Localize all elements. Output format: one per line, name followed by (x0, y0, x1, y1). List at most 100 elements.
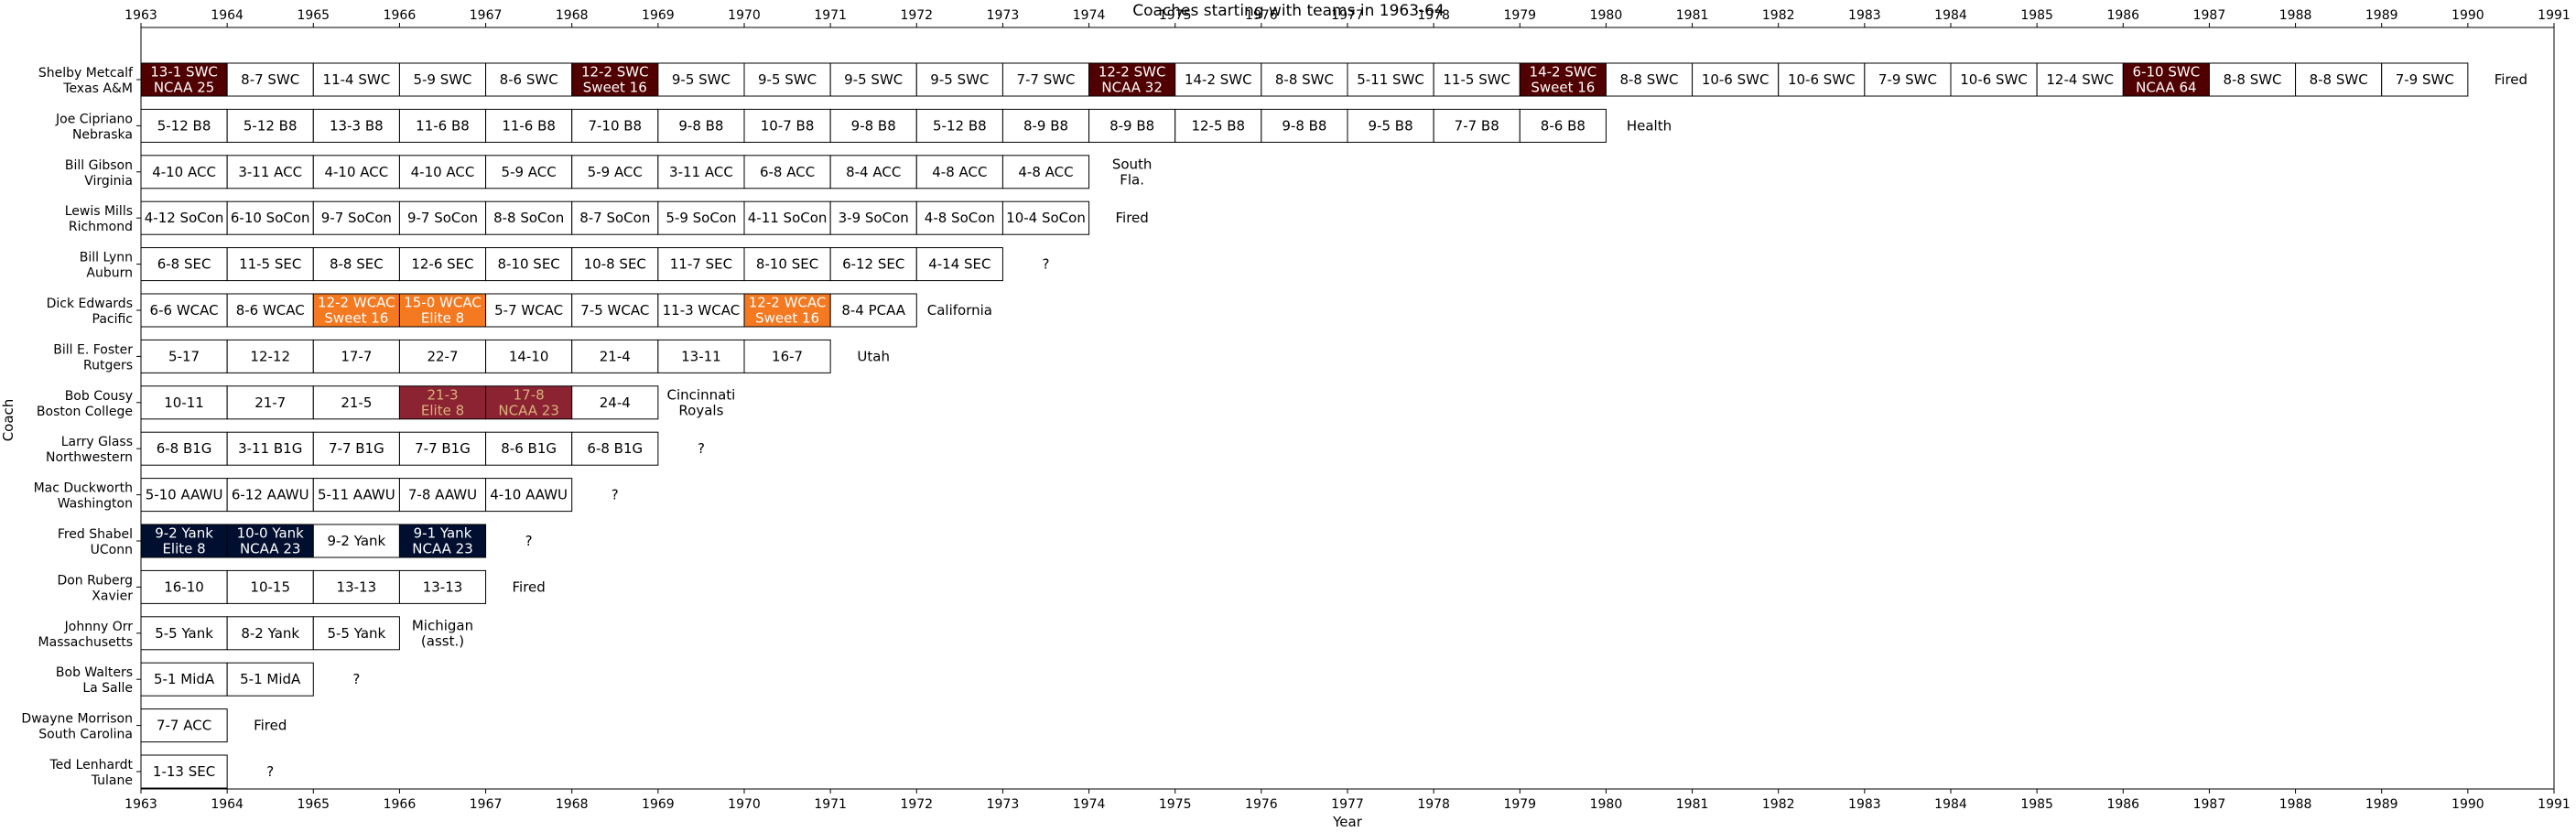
season-box (226, 108, 314, 143)
season-box (398, 524, 487, 558)
team-name: Auburn (86, 266, 133, 281)
outcome-note: Michigan (asst.) (412, 617, 473, 649)
season-box (485, 293, 573, 328)
outcome-note: ? (1043, 256, 1050, 273)
season-record: 7-7 SWC (1016, 71, 1075, 88)
x-tick-label-top: 1979 (1503, 8, 1536, 23)
season-box (829, 247, 917, 282)
season-record: 11-3 WCAC (663, 302, 741, 319)
plot-area: 1963 1963 1964 1964 1965 1965 1966 1966 1967 1967… (21, 8, 2570, 812)
coach-row: Don Ruberg Xavier 16-10 10-15 13-13 13-13 Fire… (57, 569, 546, 604)
x-tick-label-bottom: 1963 (124, 797, 157, 812)
season-record: 9-8 B8 (1282, 117, 1326, 134)
x-tick-label-top: 1975 (1159, 8, 1192, 23)
season-record: 8-8 SWC (2223, 71, 2281, 88)
coach-label: Shelby Metcalf Texas A&M (38, 66, 134, 96)
season-box (485, 385, 573, 420)
coach-name: Bill E. Foster (53, 342, 133, 357)
season-box (1174, 62, 1262, 97)
x-tick-label-bottom: 1986 (2106, 797, 2139, 812)
x-tick-label-top: 1965 (297, 8, 330, 23)
coach-row: Bill Lynn Auburn 6-8 SEC 11-5 SEC 8-8 SEC 12-… (80, 247, 1050, 282)
season-box (140, 247, 228, 282)
season-box (915, 108, 1003, 143)
season-box (226, 293, 314, 328)
season-box (571, 431, 659, 466)
season-box (829, 293, 917, 328)
season-box (398, 293, 487, 328)
season-record: 12-6 SEC (411, 256, 473, 273)
season-box (398, 155, 487, 189)
x-tick-label-bottom: 1983 (1848, 797, 1881, 812)
season-box (1347, 62, 1434, 97)
season-record: 9-7 SoCon (407, 210, 478, 226)
season-box (140, 569, 228, 604)
season-box (1519, 62, 1607, 97)
season-box (140, 708, 228, 743)
season-record: 10-4 SoCon (1006, 210, 1086, 226)
season-box (743, 62, 831, 97)
team-name: Washington (58, 497, 133, 512)
season-record: 10-0 Yank NCAA 23 (237, 525, 305, 557)
x-tick-label-top: 1978 (1417, 8, 1450, 23)
season-record: 6-12 SEC (842, 256, 904, 273)
season-box (2208, 62, 2297, 97)
team-name: Boston College (37, 405, 133, 419)
season-box (140, 616, 228, 651)
coach-row: Bob Walters La Salle 5-1 MidA 5-1 MidA? (56, 662, 360, 697)
season-record: 6-8 ACC (760, 164, 815, 180)
season-record: 16-10 (164, 578, 204, 595)
season-box (571, 200, 659, 235)
season-record: 9-5 SWC (758, 71, 817, 88)
season-box (1088, 108, 1176, 143)
team-name: Massachusetts (38, 635, 133, 650)
coach-label: Ted Lenhardt Tulane (49, 758, 133, 788)
coach-name: Fred Shabel (58, 527, 133, 542)
coach-name: Dwayne Morrison (21, 712, 133, 727)
coach-row: Ted Lenhardt Tulane 1-13 SEC? (49, 754, 274, 789)
coach-label: Bob Walters La Salle (56, 665, 133, 696)
season-box (398, 108, 487, 143)
x-tick-label-top: 1987 (2193, 8, 2226, 23)
season-record: 11-5 SWC (1443, 71, 1510, 88)
team-name: Texas A&M (62, 81, 133, 96)
coach-label: Dwayne Morrison South Carolina (21, 712, 133, 742)
season-record: 21-7 (254, 394, 286, 411)
season-box (657, 293, 745, 328)
outcome-note: ? (698, 440, 705, 457)
season-record: 11-6 B8 (502, 117, 556, 134)
season-record: 14-2 SWC Sweet 16 (1530, 64, 1597, 96)
coach-label: Joe Cipriano Nebraska (55, 112, 133, 142)
season-record: 8-8 SWC (1275, 71, 1334, 88)
x-tick-label-bottom: 1976 (1245, 797, 1278, 812)
coach-name: Shelby Metcalf (38, 66, 134, 81)
season-record: 9-5 SWC (672, 71, 731, 88)
season-record: 8-10 SEC (756, 256, 818, 273)
season-record: 6-6 WCAC (150, 302, 219, 319)
season-record: 11-7 SEC (670, 256, 732, 273)
coach-row: Johnny Orr Massachusetts 5-5 Yank 8-2 Yank 5… (38, 616, 473, 651)
season-record: 12-4 SWC (2046, 71, 2114, 88)
season-record: 17-7 (341, 348, 372, 364)
season-record: 3-11 ACC (238, 164, 302, 180)
season-box (743, 339, 831, 373)
season-box (312, 616, 400, 651)
outcome-note: Utah (857, 348, 890, 364)
season-record: 12-2 WCAC Sweet 16 (318, 295, 395, 327)
season-box (485, 339, 573, 373)
x-tick-label-bottom: 1967 (470, 797, 503, 812)
season-box (398, 478, 487, 513)
season-record: 5-12 B8 (157, 117, 211, 134)
team-name: Tulane (91, 773, 133, 788)
season-record: 7-9 SWC (2396, 71, 2454, 88)
season-box (485, 200, 573, 235)
season-box (829, 155, 917, 189)
x-tick-label-bottom: 1966 (384, 797, 417, 812)
season-box (226, 385, 314, 420)
team-name: La Salle (82, 681, 133, 696)
season-record: 14-2 SWC (1185, 71, 1252, 88)
coach-name: Dick Edwards (47, 297, 133, 311)
season-record: 3-9 SoCon (839, 210, 909, 226)
coach-name: Ted Lenhardt (49, 758, 133, 773)
